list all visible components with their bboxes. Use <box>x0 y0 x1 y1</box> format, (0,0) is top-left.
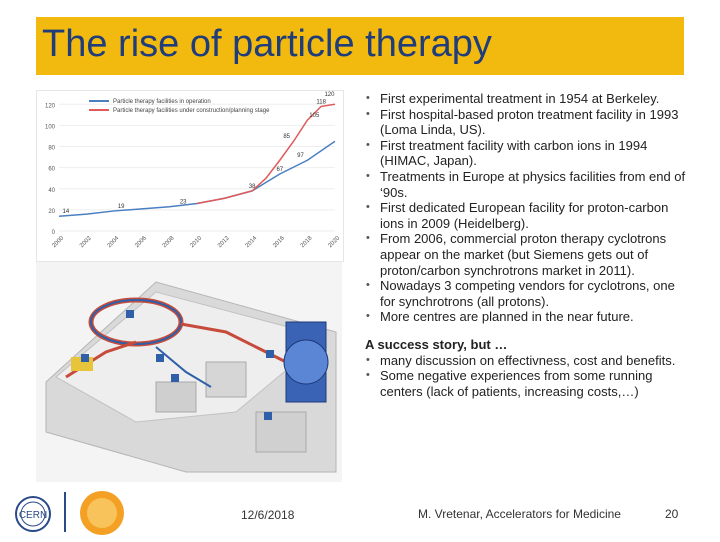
success-list: many discussion on effectivness, cost an… <box>365 353 690 400</box>
page-number: 20 <box>665 507 679 521</box>
footer-date: 12/6/2018 <box>241 508 295 522</box>
title-bar: The rise of particle therapy <box>36 17 684 75</box>
list-item: Treatments in Europe at physics faciliti… <box>365 169 690 200</box>
list-item: First treatment facility with carbon ion… <box>365 138 690 169</box>
bullet-text: First experimental treatment in 1954 at … <box>365 91 690 399</box>
data-label: 67 <box>276 167 283 173</box>
list-item: Nowadays 3 competing vendors for cyclotr… <box>365 278 690 309</box>
y-tick-label: 100 <box>45 124 56 130</box>
data-label: 19 <box>118 204 125 210</box>
x-tick-label: 2016 <box>272 235 286 249</box>
x-tick-label: 2002 <box>79 235 93 249</box>
x-tick-label: 2006 <box>134 235 148 249</box>
x-tick-label: 2010 <box>189 235 203 249</box>
y-tick-label: 20 <box>48 209 55 215</box>
y-tick-label: 60 <box>48 167 55 173</box>
x-tick-label: 2004 <box>107 235 121 249</box>
list-item: More centres are planned in the near fut… <box>365 309 690 325</box>
cern-logo: CERN <box>8 494 58 539</box>
list-item: First hospital-based proton treatment fa… <box>365 107 690 138</box>
series-line <box>58 140 336 217</box>
x-tick-label: 2000 <box>51 235 65 249</box>
success-heading: A success story, but … <box>365 336 508 352</box>
y-tick-label: 120 <box>45 103 56 109</box>
data-label: 120 <box>324 92 335 98</box>
data-label: 118 <box>316 99 326 105</box>
slide-title: The rise of particle therapy <box>42 23 492 65</box>
data-label: 38 <box>249 184 256 190</box>
data-label: 14 <box>63 209 70 215</box>
series-line <box>196 103 336 205</box>
data-label: 23 <box>180 200 187 206</box>
x-tick-label: 2018 <box>300 235 314 249</box>
y-tick-label: 80 <box>48 146 55 152</box>
legend-label: Particle therapy facilities in operation <box>113 99 211 105</box>
partner-logo <box>78 489 126 542</box>
svg-text:CERN: CERN <box>19 510 47 521</box>
history-list: First experimental treatment in 1954 at … <box>365 91 690 325</box>
logo-divider <box>64 492 66 532</box>
x-tick-label: 2012 <box>217 235 231 249</box>
data-label: 105 <box>309 113 320 119</box>
facilities-chart: 120 100 80 60 40 20 0 2000 2002 2004 2006 2008 2010 2… <box>36 90 344 262</box>
x-tick-label: 2020 <box>327 235 341 249</box>
x-tick-label: 2008 <box>162 235 176 249</box>
data-label: 97 <box>297 153 304 159</box>
list-item: First experimental treatment in 1954 at … <box>365 91 690 107</box>
list-item: First dedicated European facility for pr… <box>365 200 690 231</box>
footer-author: M. Vretenar, Accelerators for Medicine <box>418 507 621 521</box>
y-tick-label: 0 <box>52 230 56 236</box>
legend-label: Particle therapy facilities under constr… <box>113 108 270 114</box>
x-tick-label: 2014 <box>245 235 259 249</box>
y-tick-label: 40 <box>48 188 55 194</box>
list-item: Some negative experiences from some runn… <box>365 368 690 399</box>
data-label: 85 <box>283 134 290 140</box>
facility-illustration <box>36 262 342 482</box>
list-item: From 2006, commercial proton therapy cyc… <box>365 231 690 278</box>
list-item: many discussion on effectivness, cost an… <box>365 353 690 369</box>
